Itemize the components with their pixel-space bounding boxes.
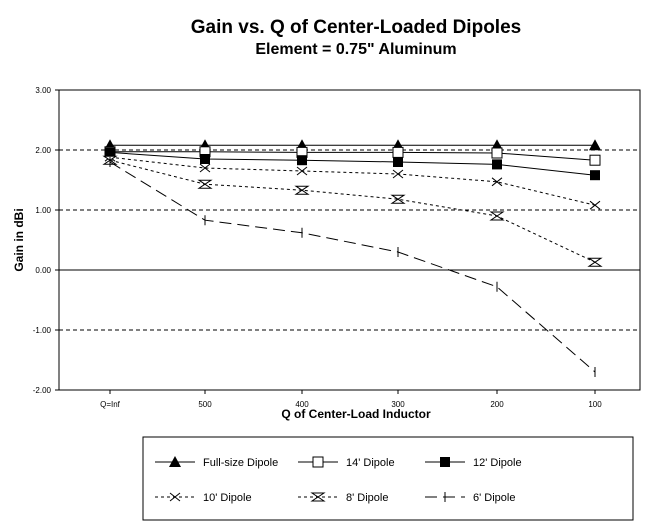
y-tick-label: 1.00 [35, 206, 51, 215]
legend-item: 12' Dipole [425, 457, 522, 469]
x-tick-label: 400 [295, 400, 309, 409]
open-square-marker [589, 154, 601, 166]
triangle-marker [491, 139, 503, 151]
x-axis-label: Q of Center-Load Inductor [281, 407, 431, 421]
legend-item: Full-size Dipole [155, 456, 278, 469]
open-square-marker [491, 147, 503, 159]
legend-item: 14' Dipole [298, 456, 395, 469]
filled-square-marker [440, 457, 450, 467]
y-tick-label: -1.00 [33, 326, 52, 335]
legend-label: 10' Dipole [203, 492, 252, 504]
series-line [109, 159, 596, 263]
filled-square-marker [297, 155, 307, 166]
series-line [109, 156, 596, 206]
series-line [109, 161, 596, 373]
x-tick-label: 300 [391, 400, 405, 409]
filled-square-marker [492, 159, 502, 170]
y-tick-label: 3.00 [35, 86, 51, 95]
x-marker [296, 166, 308, 176]
y-tick-label: 2.00 [35, 146, 51, 155]
filled-square-marker [590, 170, 600, 181]
open-square-marker [392, 146, 404, 158]
legend-label: 14' Dipole [346, 457, 395, 469]
series-8-dipole [102, 155, 603, 267]
x-marker [169, 492, 181, 502]
y-tick-label: 0.00 [35, 266, 51, 275]
filled-square-marker [393, 157, 403, 167]
legend-item: 10' Dipole [155, 492, 252, 504]
open-square-marker [312, 456, 324, 468]
hourglass-marker [294, 185, 310, 195]
series-10-dipole [104, 152, 601, 210]
filled-square-marker [105, 147, 115, 158]
x-marker [589, 200, 601, 210]
series-line [109, 151, 596, 176]
legend-label: 6' Dipole [473, 492, 515, 504]
x-tick-label: 100 [588, 400, 602, 409]
hourglass-marker [310, 492, 326, 502]
y-tick-label: -2.00 [33, 386, 52, 395]
legend-item: 8' Dipole [298, 492, 388, 504]
legend-label: 12' Dipole [473, 457, 522, 469]
legend-label: Full-size Dipole [203, 457, 278, 469]
hourglass-marker [390, 194, 406, 204]
triangle-marker [589, 139, 601, 151]
series-6-dipole [109, 157, 596, 377]
series-line [110, 151, 596, 161]
x-tick-label: Q=Inf [100, 400, 121, 409]
hourglass-marker [197, 179, 213, 189]
chart-title: Gain vs. Q of Center-Loaded Dipoles [191, 17, 521, 38]
x-tick-label: 500 [198, 400, 212, 409]
series-full-size-dipole [104, 139, 601, 151]
x-marker [491, 177, 503, 187]
legend [142, 436, 634, 521]
hourglass-marker [587, 257, 603, 267]
chart-subtitle: Element = 0.75" Aluminum [255, 41, 456, 58]
x-tick-label: 200 [490, 400, 504, 409]
hourglass-marker [489, 211, 505, 221]
y-axis-label: Gain in dBi [12, 208, 26, 271]
series-12-dipole [105, 147, 600, 181]
filled-square-marker [200, 154, 210, 164]
x-marker [392, 169, 404, 179]
plot-area [58, 89, 641, 391]
legend-item: 6' Dipole [425, 492, 515, 504]
x-marker [199, 163, 211, 173]
legend-label: 8' Dipole [346, 492, 388, 504]
triangle-marker [169, 456, 181, 467]
